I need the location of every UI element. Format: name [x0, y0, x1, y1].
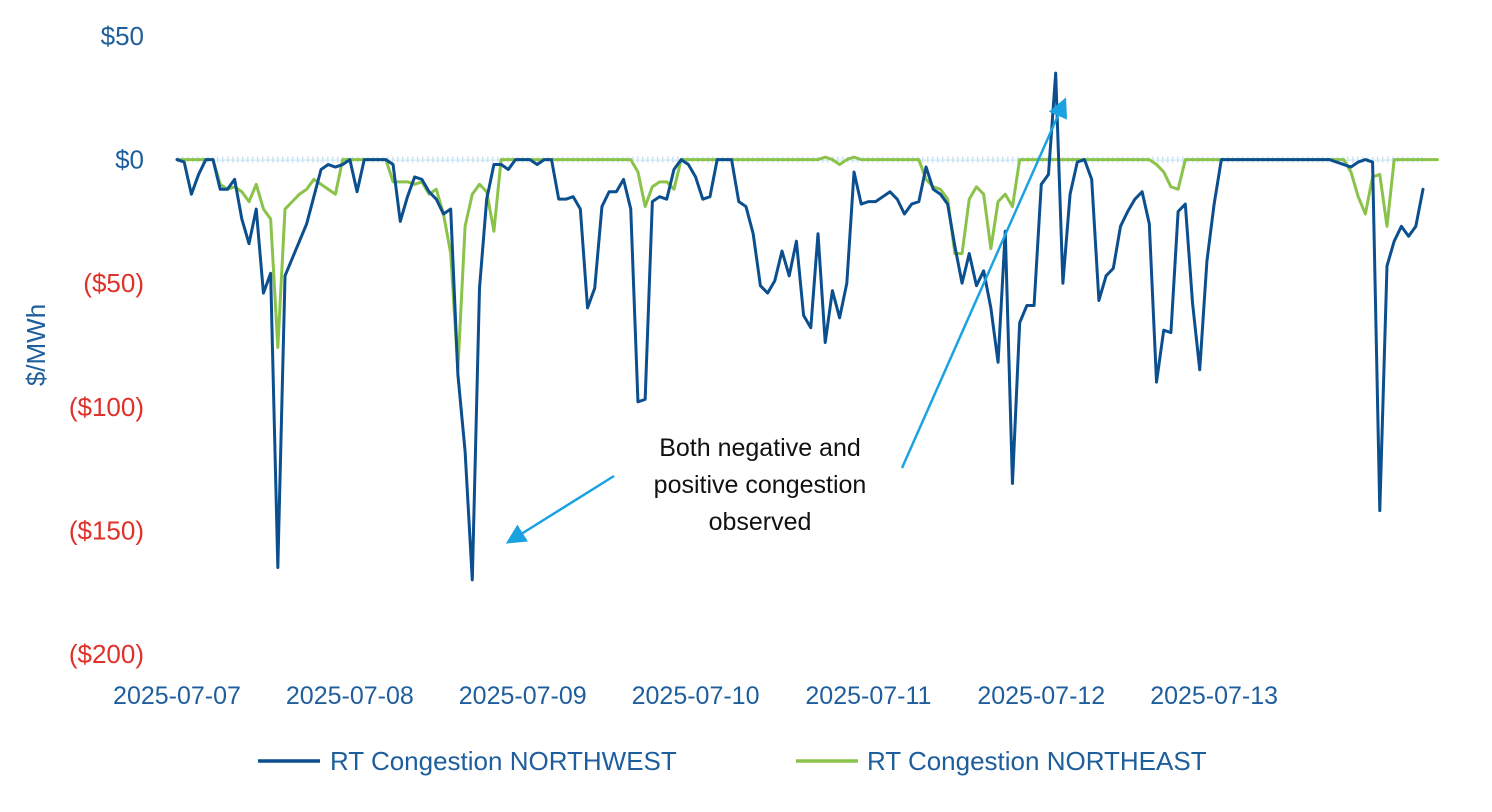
x-tick-label: 2025-07-12 [977, 682, 1105, 710]
x-tick-label: 2025-07-11 [805, 682, 931, 710]
y-tick-label: ($100) [69, 392, 144, 422]
annotation-arrow-positive [900, 97, 1068, 469]
legend-label: RT Congestion NORTHWEST [330, 746, 677, 776]
legend-label: RT Congestion NORTHEAST [867, 746, 1207, 776]
x-tick-label: 2025-07-08 [286, 682, 414, 710]
y-tick-label: $0 [115, 145, 144, 175]
northeast-series-line [175, 155, 1439, 372]
legend: RT Congestion NORTHWEST RT Congestion NOR… [258, 746, 1207, 776]
y-tick-label: ($150) [69, 515, 144, 545]
y-axis-tick-labels: $50 $0 ($50) ($100) ($150) ($200) [69, 21, 144, 669]
annotation-arrow-negative [505, 474, 615, 544]
y-axis-title-group: $/MWh [21, 304, 51, 386]
y-axis-title: $/MWh [21, 304, 51, 386]
northwest-series-line [175, 71, 1425, 582]
annotation-text-line: observed [709, 508, 812, 536]
x-tick-label: 2025-07-13 [1150, 682, 1278, 710]
annotation-group: Both negative and positive congestion obse… [505, 97, 1068, 544]
annotation-text-line: Both negative and [659, 434, 861, 462]
x-tick-label: 2025-07-09 [459, 682, 587, 710]
x-axis-tick-labels: 2025-07-07 2025-07-08 2025-07-09 2025-07-10… [113, 682, 1278, 710]
x-tick-label: 2025-07-07 [113, 682, 241, 710]
y-tick-label: $50 [101, 21, 144, 51]
legend-item-northeast: RT Congestion NORTHEAST [796, 746, 1207, 776]
x-tick-label: 2025-07-10 [632, 682, 760, 710]
y-tick-label: ($50) [83, 268, 144, 298]
y-tick-label: ($200) [69, 639, 144, 669]
annotation-text-line: positive congestion [654, 471, 867, 499]
series-lines-group [175, 71, 1439, 582]
legend-item-northwest: RT Congestion NORTHWEST [258, 746, 677, 776]
